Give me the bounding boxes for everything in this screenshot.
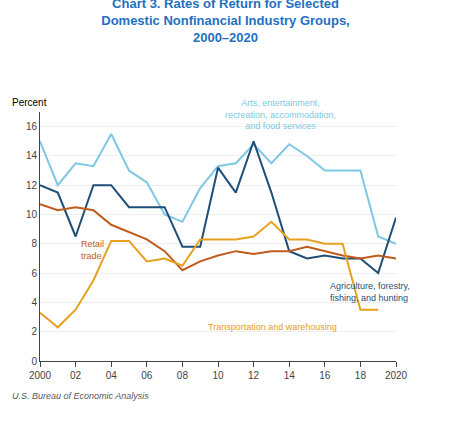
svg-text:08: 08 [177, 370, 189, 381]
svg-text:6: 6 [31, 268, 37, 279]
svg-text:06: 06 [141, 370, 153, 381]
svg-text:0: 0 [31, 356, 37, 367]
svg-text:Retailtrade: Retailtrade [81, 239, 104, 261]
svg-text:U.S. Bureau of Economic Analys: U.S. Bureau of Economic Analysis [12, 391, 149, 401]
svg-text:02: 02 [70, 370, 82, 381]
svg-text:18: 18 [355, 370, 367, 381]
svg-text:2000: 2000 [29, 370, 52, 381]
svg-text:2020: 2020 [385, 370, 408, 381]
svg-text:Arts, entertainment,recreation: Arts, entertainment,recreation, accommod… [225, 98, 336, 131]
svg-text:16: 16 [26, 121, 38, 132]
svg-text:Percent: Percent [12, 97, 47, 108]
svg-text:10: 10 [26, 209, 38, 220]
svg-text:8: 8 [31, 238, 37, 249]
svg-text:Transportation and warehousing: Transportation and warehousing [208, 322, 337, 332]
svg-text:Agriculture, forestry,fishing,: Agriculture, forestry,fishing, and hunti… [330, 281, 410, 303]
svg-text:4: 4 [31, 297, 37, 308]
svg-text:14: 14 [284, 370, 296, 381]
svg-text:10: 10 [212, 370, 224, 381]
svg-text:04: 04 [106, 370, 118, 381]
svg-text:2: 2 [31, 326, 37, 337]
svg-text:Chart 3. Rates of Return for S: Chart 3. Rates of Return for SelectedDom… [101, 0, 349, 45]
svg-text:16: 16 [319, 370, 331, 381]
svg-text:12: 12 [248, 370, 260, 381]
svg-text:12: 12 [26, 180, 38, 191]
svg-text:14: 14 [26, 150, 38, 161]
